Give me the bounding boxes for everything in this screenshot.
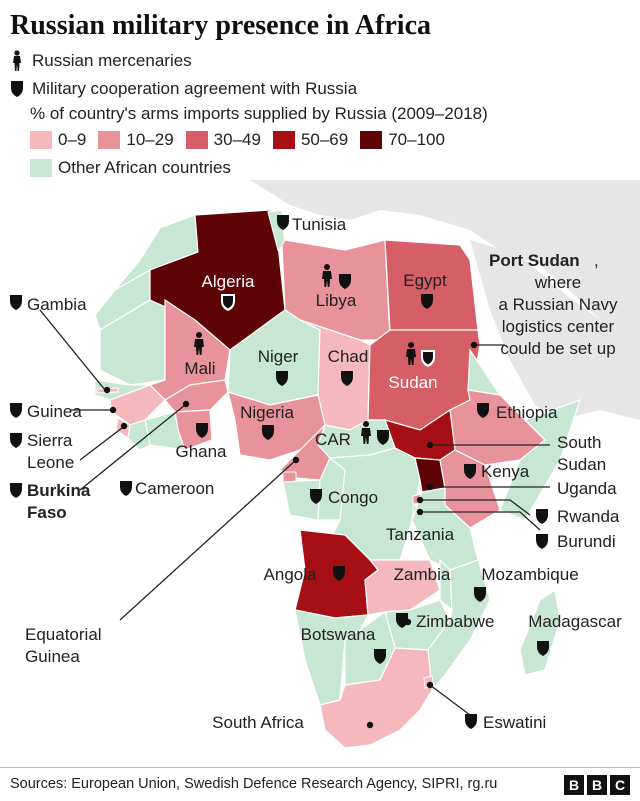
label-congo: Congo (328, 488, 378, 507)
label-nigeria: Nigeria (240, 403, 294, 422)
label-rwanda: Rwanda (557, 507, 620, 526)
label-tanzania: Tanzania (386, 525, 455, 544)
africa-map: Algeria Tunisia Libya Egypt Mali Niger C… (10, 180, 640, 749)
label-ethiopia: Ethiopia (496, 403, 558, 422)
label-south-africa: South Africa (212, 713, 304, 732)
legend-swatch (185, 131, 208, 149)
label-uganda: Uganda (557, 479, 617, 498)
label-mozambique: Mozambique (481, 565, 578, 584)
legend-other: Other African countries (30, 158, 231, 178)
legend-mercenaries: Russian mercenaries (10, 50, 192, 72)
leader-lines (39, 309, 550, 716)
label-burkina-faso-2: Faso (27, 503, 67, 522)
legend-other-label: Other African countries (58, 158, 231, 177)
label-burkina-faso-1: Burkina (27, 481, 91, 500)
shield-icon (120, 481, 132, 496)
label-chad: Chad (328, 347, 369, 366)
country-liberia (127, 419, 151, 451)
label-burundi: Burundi (557, 532, 616, 551)
label-ghana: Ghana (175, 442, 227, 461)
legend-bin-label: 0–9 (58, 130, 87, 149)
leader-dots (103, 341, 478, 729)
country-senegal (94, 379, 151, 401)
annotation-line-1: where (534, 273, 581, 292)
label-zimbabwe: Zimbabwe (416, 612, 494, 631)
label-libya: Libya (316, 291, 357, 310)
annotation-line-4: could be set up (500, 339, 615, 358)
legend-arms-title: % of country's arms imports supplied by … (30, 104, 488, 124)
source-text: Sources: European Union, Swedish Defence… (10, 776, 498, 792)
label-sierra-leone-2: Leone (27, 453, 74, 472)
label-equatorial-guinea-1: Equatorial (25, 625, 102, 644)
label-south-sudan-2: Sudan (557, 455, 606, 474)
label-angola: Angola (264, 565, 317, 584)
legend-bin: 0–9 (30, 130, 86, 150)
annotation-port-sudan-bold: Port Sudan (489, 251, 580, 270)
bbc-logo: B B C (564, 775, 630, 795)
annotation-comma: , (594, 251, 599, 270)
shield-icon (465, 714, 477, 729)
legend-bin: 10–29 (98, 130, 174, 150)
legend-bin-label: 50–69 (300, 130, 349, 149)
country-south-africa (319, 647, 433, 749)
label-zambia: Zambia (394, 565, 451, 584)
label-madagascar: Madagascar (528, 612, 622, 631)
label-niger: Niger (258, 347, 299, 366)
legend-bin-label: 70–100 (388, 130, 445, 149)
soldier-icon (13, 50, 21, 71)
label-botswana: Botswana (301, 625, 376, 644)
shield-icon (10, 483, 22, 498)
shield-icon (536, 509, 548, 524)
legend-agreement: Military cooperation agreement with Russ… (10, 79, 357, 99)
country-equatorial-guinea (282, 471, 297, 483)
shield-icon (10, 433, 22, 448)
label-eswatini: Eswatini (483, 713, 546, 732)
arabia-land (470, 240, 640, 420)
annotation-line-3: logistics center (502, 317, 615, 336)
source-footer: Sources: European Union, Swedish Defence… (0, 767, 640, 801)
legend-bins: 0–9 10–29 30–49 50–69 70–100 (30, 130, 445, 150)
legend-swatch (272, 131, 295, 149)
label-sierra-leone-1: Sierra (27, 431, 73, 450)
shield-icon (536, 534, 548, 549)
label-cameroon: Cameroon (135, 479, 214, 498)
legend-swatch (360, 131, 383, 149)
country-eritrea (467, 348, 502, 396)
legend-bin: 50–69 (272, 130, 349, 150)
bbc-logo-letter: B (564, 775, 584, 795)
legend-swatch (98, 131, 121, 149)
label-sudan: Sudan (388, 373, 437, 392)
label-mali: Mali (184, 359, 215, 378)
label-south-sudan-1: South (557, 433, 601, 452)
shield-icon (10, 295, 22, 310)
label-algeria: Algeria (202, 272, 255, 291)
country-egypt (384, 239, 479, 331)
legend-mercenaries-label: Russian mercenaries (32, 51, 192, 70)
map-title: Russian military presence in Africa (10, 10, 432, 41)
legend-bin: 70–100 (360, 130, 445, 150)
country-somalia (499, 399, 581, 521)
label-gambia: Gambia (27, 295, 87, 314)
shield-icon (11, 81, 23, 97)
label-tunisia: Tunisia (292, 215, 347, 234)
legend-bin-label: 10–29 (126, 130, 174, 149)
label-guinea: Guinea (27, 402, 82, 421)
europe-land (250, 180, 640, 380)
label-egypt: Egypt (403, 271, 447, 290)
label-kenya: Kenya (481, 462, 530, 481)
label-equatorial-guinea-2: Guinea (25, 647, 80, 666)
legend-bin-label: 30–49 (213, 130, 261, 149)
label-car: CAR (315, 430, 351, 449)
legend-bin: 30–49 (185, 130, 261, 150)
legend-swatch-other (30, 159, 52, 177)
country-madagascar (519, 588, 561, 676)
bbc-logo-letter: C (610, 775, 630, 795)
shield-icon (10, 403, 22, 418)
annotation-line-2: a Russian Navy (498, 295, 618, 314)
legend-agreement-label: Military cooperation agreement with Russ… (32, 79, 358, 98)
bbc-logo-letter: B (587, 775, 607, 795)
legend-swatch (30, 131, 52, 149)
legend-arms-title-text: % of country's arms imports supplied by … (30, 104, 488, 123)
